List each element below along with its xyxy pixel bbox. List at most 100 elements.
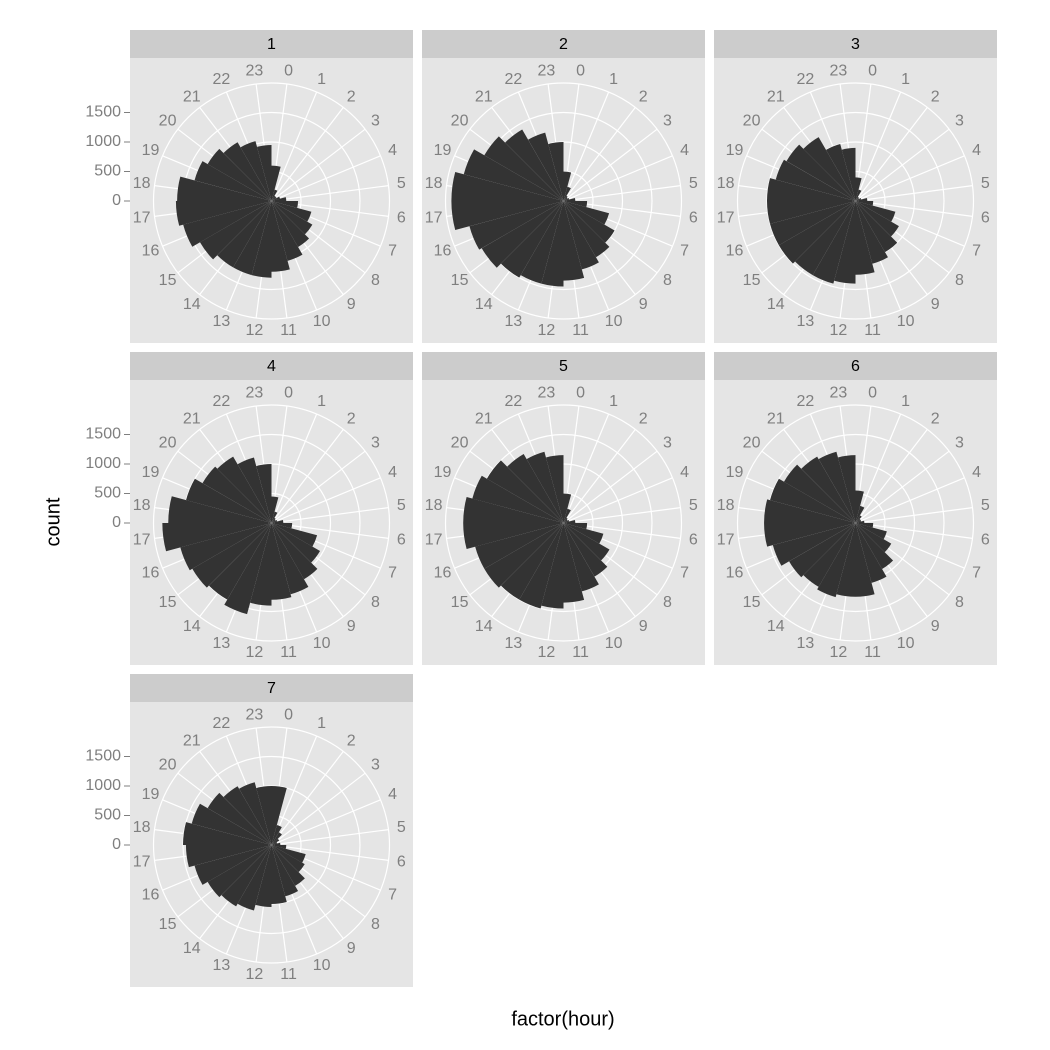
bar [563, 201, 599, 270]
bar [256, 464, 272, 523]
bar [271, 842, 278, 845]
spoke [270, 413, 318, 524]
bar [563, 197, 568, 201]
bar [221, 845, 272, 907]
bar [855, 523, 887, 583]
theta-label: 18 [717, 497, 735, 514]
theta-label: 19 [142, 786, 160, 803]
bar [237, 457, 272, 523]
bar [775, 159, 856, 201]
theta-label: 22 [212, 393, 230, 410]
y-tick-label: 0 [112, 514, 121, 531]
bar [207, 148, 272, 201]
bar [271, 201, 299, 208]
facet-title: 1 [267, 36, 276, 53]
bar [541, 201, 564, 287]
bar [271, 201, 313, 235]
bar [271, 838, 280, 845]
theta-label: 5 [981, 175, 990, 192]
spoke [271, 507, 389, 524]
theta-label: 20 [159, 112, 177, 129]
bar [786, 144, 856, 201]
theta-label: 12 [830, 322, 848, 339]
theta-label: 12 [246, 644, 264, 661]
theta-label: 14 [183, 618, 201, 635]
bar [563, 198, 570, 201]
bar [563, 201, 588, 208]
bar [855, 505, 865, 523]
theta-label: 17 [425, 531, 443, 548]
theta-label: 14 [767, 618, 785, 635]
grid-circle [736, 82, 975, 320]
theta-label: 16 [434, 242, 452, 259]
theta-label: 15 [743, 594, 761, 611]
bar [855, 177, 862, 201]
theta-label: 9 [931, 296, 940, 313]
theta-label: 0 [868, 62, 877, 79]
bar [185, 845, 272, 868]
grid-circle [152, 82, 391, 320]
theta-label: 21 [767, 410, 785, 427]
bar [563, 520, 570, 523]
spoke [563, 155, 673, 202]
bar [271, 523, 293, 529]
bar [855, 201, 899, 237]
y-tick-label: 1500 [85, 426, 121, 443]
theta-label: 23 [246, 62, 264, 79]
bar [563, 201, 615, 243]
spoke [854, 91, 902, 202]
theta-label: 14 [475, 296, 493, 313]
theta-label: 13 [796, 313, 814, 330]
bar [764, 523, 856, 547]
spoke [855, 128, 950, 202]
bar [855, 201, 875, 275]
bar [826, 144, 856, 201]
theta-label: 21 [767, 88, 785, 105]
strip [422, 352, 705, 380]
bar [271, 496, 279, 523]
bar [256, 144, 272, 201]
theta-label: 18 [133, 497, 151, 514]
bar [855, 523, 874, 528]
x-axis-title: factor(hour) [511, 1008, 614, 1030]
grid-circle [444, 82, 683, 320]
bar [168, 496, 272, 523]
bar [563, 186, 571, 201]
bar [223, 142, 272, 201]
bar [271, 519, 284, 523]
bar [271, 845, 306, 863]
bar [271, 197, 287, 201]
bar [223, 786, 272, 845]
bar [563, 201, 585, 281]
facet-title: 6 [851, 358, 860, 375]
bar [271, 832, 282, 845]
bar [175, 201, 272, 226]
bar [271, 842, 281, 845]
bar [855, 197, 868, 201]
bar [837, 455, 856, 523]
theta-label: 11 [864, 322, 881, 339]
theta-label: 12 [538, 322, 556, 339]
theta-label: 14 [767, 296, 785, 313]
bar [563, 508, 571, 523]
bar [855, 520, 865, 523]
spoke [270, 91, 318, 202]
bar [183, 201, 272, 247]
bar [451, 171, 564, 201]
bar [783, 464, 856, 523]
bar [271, 520, 278, 523]
y-tick-label: 1000 [85, 455, 121, 472]
bar [841, 147, 856, 201]
spoke [563, 507, 681, 524]
theta-label: 3 [955, 434, 964, 451]
facet-title: 3 [851, 36, 860, 53]
theta-label: 7 [972, 242, 981, 259]
y-tick-label: 500 [94, 485, 121, 502]
theta-label: 20 [743, 112, 761, 129]
bar [519, 523, 564, 609]
theta-label: 16 [726, 242, 744, 259]
spoke [855, 522, 973, 539]
bar [191, 803, 272, 845]
theta-label: 4 [680, 142, 689, 159]
y-tick-label: 1500 [85, 104, 121, 121]
